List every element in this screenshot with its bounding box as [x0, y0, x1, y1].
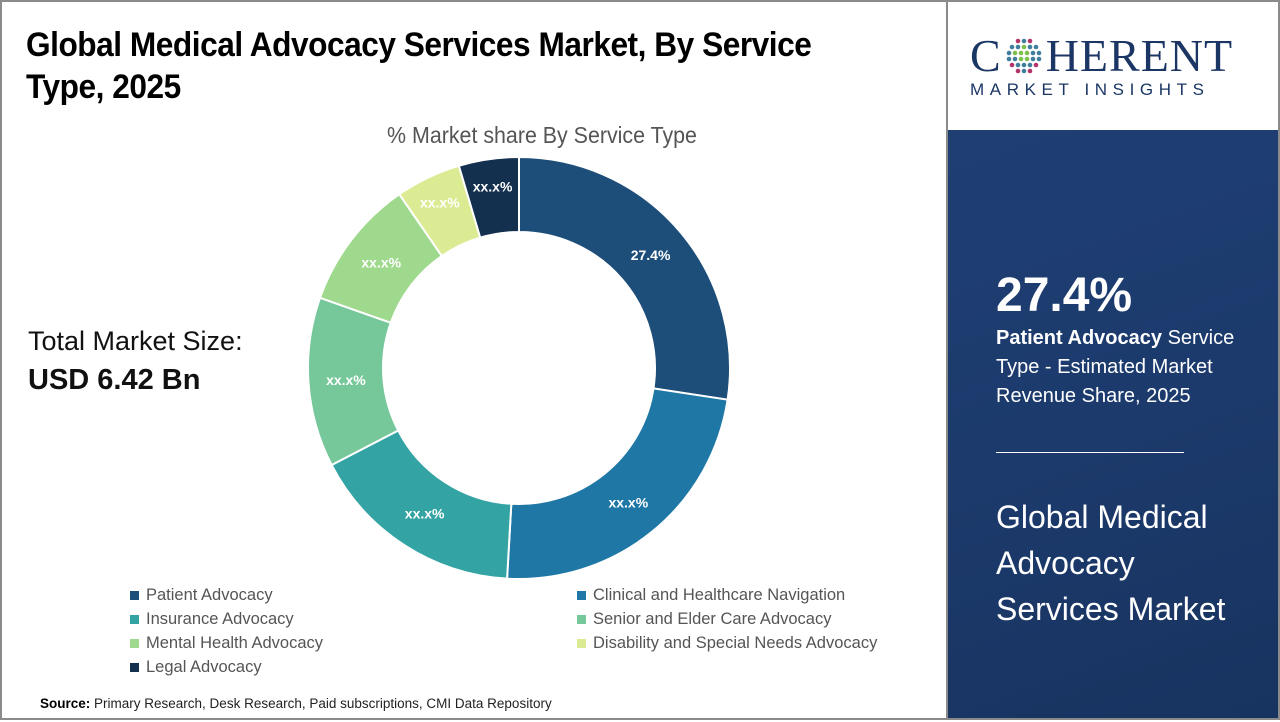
globe-dot — [1021, 68, 1026, 74]
logo-text-herent: HERENT — [1045, 30, 1234, 81]
globe-dot — [1027, 68, 1032, 74]
legend-item-insurance-advocacy: Insurance Advocacy — [130, 610, 294, 629]
legend-swatch — [130, 639, 139, 648]
globe-dot — [1030, 56, 1035, 62]
globe-dot — [1027, 44, 1032, 50]
globe-dot — [1021, 62, 1026, 68]
globe-dot — [1021, 44, 1026, 50]
data-label: xx.x% — [361, 255, 401, 271]
globe-dot — [1027, 62, 1032, 68]
globe-dot — [1006, 56, 1011, 62]
globe-dot — [1015, 62, 1020, 68]
legend-label: Legal Advocacy — [146, 658, 262, 676]
globe-dot — [1021, 38, 1026, 44]
legend-swatch — [577, 591, 586, 600]
legend-label: Insurance Advocacy — [146, 610, 294, 628]
globe-dot — [1012, 56, 1017, 62]
globe-dot — [1006, 50, 1011, 56]
source-text: Primary Research, Desk Research, Paid su… — [94, 696, 552, 711]
highlight-description: Patient Advocacy Service Type - Estimate… — [996, 324, 1256, 411]
globe-dot — [1033, 62, 1038, 68]
data-label: xx.x% — [420, 194, 460, 210]
chart-area: Global Medical Advocacy Services Market,… — [0, 0, 948, 720]
total-market-label: Total Market Size: — [28, 326, 243, 356]
globe-dot — [1018, 56, 1023, 62]
globe-dot — [1027, 38, 1032, 44]
highlight-desc-text: Service Type - Estimated Market Revenue … — [996, 327, 1235, 407]
globe-dot — [1009, 44, 1014, 50]
total-market-value: USD 6.42 Bn — [28, 364, 201, 396]
logo-letter-c: C — [970, 30, 1002, 81]
globe-dot — [1015, 38, 1020, 44]
data-label: xx.x% — [608, 495, 648, 511]
legend-item-senior-elder-care: Senior and Elder Care Advocacy — [577, 610, 831, 629]
divider — [996, 452, 1184, 453]
logo-subtitle: MARKET INSIGHTS — [970, 80, 1210, 99]
donut-slice-insurance-advocacy — [330, 429, 513, 580]
market-name: Global Medical Advocacy Services Market — [996, 499, 1226, 627]
globe-dot — [1036, 50, 1041, 56]
legend-label: Disability and Special Needs Advocacy — [593, 634, 878, 652]
globe-dot — [1015, 68, 1020, 74]
logo-wordmark: C HERENT — [970, 32, 1233, 80]
legend-label: Mental Health Advocacy — [146, 634, 324, 652]
legend-swatch — [130, 591, 139, 600]
legend-label: Patient Advocacy — [146, 586, 273, 604]
globe-dot — [1015, 44, 1020, 50]
globe-dot — [1009, 62, 1014, 68]
legend-item-clinical-navigation: Clinical and Healthcare Navigation — [577, 586, 845, 605]
globe-dot — [1030, 50, 1035, 56]
globe-dot — [1018, 50, 1023, 56]
highlight-value: 27.4% — [996, 269, 1133, 322]
legend-item-legal-advocacy: Legal Advocacy — [130, 658, 262, 677]
legend-swatch — [130, 615, 139, 624]
globe-dots-icon — [1006, 38, 1041, 74]
data-label: xx.x% — [405, 506, 445, 522]
source-note: Source: Primary Research, Desk Research,… — [40, 696, 552, 711]
globe-dot — [1012, 50, 1017, 56]
page-title: Global Medical Advocacy Services Market,… — [26, 26, 812, 106]
data-label: xx.x% — [473, 178, 513, 194]
data-label: xx.x% — [326, 372, 366, 388]
legend-item-disability-special-needs: Disability and Special Needs Advocacy — [577, 634, 877, 653]
donut-slice-patient-advocacy — [518, 155, 731, 401]
donut-slice-clinical-and-healthcare-navigation — [506, 387, 729, 580]
donut-slice-legal-advocacy — [457, 155, 520, 239]
globe-dot — [1024, 50, 1029, 56]
legend-swatch — [577, 639, 586, 648]
globe-dot — [1036, 56, 1041, 62]
donut-chart: 27.4% xx.x% xx.x% xx.x% xx.x% xx.x% xx.x% — [307, 155, 731, 580]
source-label: Source: — [40, 696, 91, 711]
highlight-segment: Patient Advocacy — [996, 327, 1162, 349]
legend-swatch — [130, 663, 139, 672]
sidebar-panel: C HERENT MARKET INSIGHTS 27.4% Patient A… — [948, 0, 1280, 720]
chart-title: % Market share By Service Type — [387, 122, 697, 148]
legend-item-mental-health: Mental Health Advocacy — [130, 634, 323, 653]
legend-item-patient-advocacy: Patient Advocacy — [130, 586, 273, 605]
globe-dot — [1024, 56, 1029, 62]
legend-label: Clinical and Healthcare Navigation — [593, 586, 846, 604]
globe-dot — [1033, 44, 1038, 50]
data-label: 27.4% — [631, 247, 671, 263]
legend-label: Senior and Elder Care Advocacy — [593, 610, 832, 628]
logo: C HERENT MARKET INSIGHTS — [948, 0, 1280, 130]
legend-swatch — [577, 615, 586, 624]
highlight-panel: 27.4% Patient Advocacy Service Type - Es… — [948, 130, 1280, 720]
